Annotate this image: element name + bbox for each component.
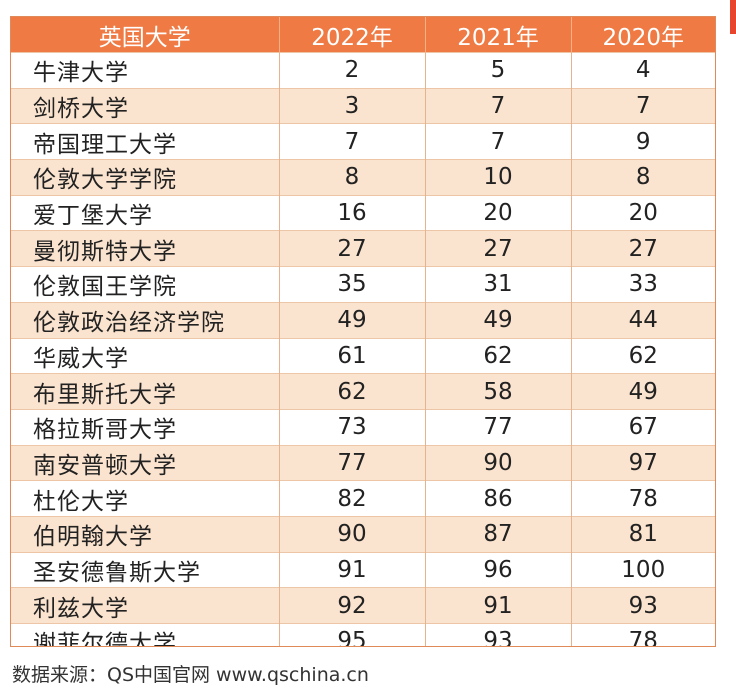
rank-2022-cell: 16 <box>279 194 426 231</box>
university-name-cell: 布里斯托大学 <box>11 373 280 410</box>
table-row: 格拉斯哥大学 73 77 67 <box>11 408 715 446</box>
table-row: 曼彻斯特大学 27 27 27 <box>11 230 715 267</box>
table-row: 牛津大学 2 5 4 <box>11 52 715 89</box>
rank-2021-cell: 31 <box>425 266 572 303</box>
rank-2020-cell: 78 <box>571 622 715 646</box>
rank-2022-cell: 49 <box>279 301 426 338</box>
university-name-cell: 利兹大学 <box>11 587 280 624</box>
header-2022: 2022年 <box>279 17 426 53</box>
rank-2021-cell: 93 <box>425 622 572 646</box>
rank-2022-cell: 90 <box>279 515 426 553</box>
rank-2021-cell: 62 <box>425 337 572 374</box>
rank-2021-cell: 86 <box>425 480 572 517</box>
rank-2021-cell: 49 <box>425 301 572 338</box>
table-row: 圣安德鲁斯大学 91 96 100 <box>11 551 715 588</box>
university-name-cell: 剑桥大学 <box>11 87 280 124</box>
rank-2020-cell: 67 <box>571 408 715 446</box>
rank-2021-cell: 5 <box>425 52 572 89</box>
rank-2020-cell: 44 <box>571 301 715 338</box>
table-row: 杜伦大学 82 86 78 <box>11 480 715 517</box>
table-row: 南安普顿大学 77 90 97 <box>11 444 715 481</box>
ranking-table-container: 英国大学 2022年 2021年 2020年 牛津大学 2 5 4 剑桥大学 3 7 7 帝国理… <box>10 16 716 647</box>
table-row: 帝国理工大学 7 7 9 <box>11 123 715 160</box>
rank-2020-cell: 93 <box>571 587 715 624</box>
table-row: 伦敦国王学院 35 31 33 <box>11 266 715 303</box>
rank-2021-cell: 90 <box>425 444 572 481</box>
rank-2021-cell: 77 <box>425 408 572 446</box>
table-body: 牛津大学 2 5 4 剑桥大学 3 7 7 帝国理工大学 7 7 9 伦敦大学学院 8 10 8 爱丁堡大学 16… <box>11 52 715 646</box>
rank-2022-cell: 82 <box>279 480 426 517</box>
rank-2020-cell: 7 <box>571 87 715 124</box>
rank-2022-cell: 7 <box>279 123 426 160</box>
table-row: 伯明翰大学 90 87 81 <box>11 515 715 553</box>
table-row: 伦敦大学学院 8 10 8 <box>11 159 715 196</box>
rank-2020-cell: 81 <box>571 515 715 553</box>
rank-2020-cell: 100 <box>571 551 715 588</box>
rank-2020-cell: 62 <box>571 337 715 374</box>
rank-2022-cell: 77 <box>279 444 426 481</box>
ranking-table: 英国大学 2022年 2021年 2020年 牛津大学 2 5 4 剑桥大学 3 7 7 帝国理… <box>11 17 715 646</box>
university-name-cell: 格拉斯哥大学 <box>11 408 280 446</box>
rank-2021-cell: 20 <box>425 194 572 231</box>
rank-2022-cell: 62 <box>279 373 426 410</box>
table-row: 利兹大学 92 91 93 <box>11 587 715 624</box>
rank-2021-cell: 27 <box>425 230 572 267</box>
rank-2020-cell: 97 <box>571 444 715 481</box>
university-name-cell: 伦敦大学学院 <box>11 159 280 196</box>
rank-2020-cell: 27 <box>571 230 715 267</box>
header-2020: 2020年 <box>571 17 715 53</box>
source-note: 数据来源：QS中国官网 www.qschina.cn <box>12 664 369 686</box>
university-name-cell: 谢菲尔德大学 <box>11 622 280 646</box>
rank-2021-cell: 7 <box>425 87 572 124</box>
rank-2020-cell: 4 <box>571 52 715 89</box>
table-row: 伦敦政治经济学院 49 49 44 <box>11 301 715 338</box>
university-name-cell: 华威大学 <box>11 337 280 374</box>
table-row: 华威大学 61 62 62 <box>11 337 715 374</box>
table-row: 谢菲尔德大学 95 93 78 <box>11 622 715 646</box>
rank-2021-cell: 7 <box>425 123 572 160</box>
university-name-cell: 伦敦国王学院 <box>11 266 280 303</box>
university-name-cell: 伯明翰大学 <box>11 515 280 553</box>
rank-2022-cell: 91 <box>279 551 426 588</box>
table-row: 爱丁堡大学 16 20 20 <box>11 194 715 231</box>
table-row: 布里斯托大学 62 58 49 <box>11 373 715 410</box>
table-header-row: 英国大学 2022年 2021年 2020年 <box>11 17 715 53</box>
university-name-cell: 南安普顿大学 <box>11 444 280 481</box>
rank-2022-cell: 8 <box>279 159 426 196</box>
rank-2022-cell: 35 <box>279 266 426 303</box>
rank-2022-cell: 73 <box>279 408 426 446</box>
rank-2020-cell: 33 <box>571 266 715 303</box>
rank-2021-cell: 87 <box>425 515 572 553</box>
rank-2022-cell: 3 <box>279 87 426 124</box>
university-name-cell: 帝国理工大学 <box>11 123 280 160</box>
rank-2022-cell: 92 <box>279 587 426 624</box>
rank-2022-cell: 2 <box>279 52 426 89</box>
rank-2020-cell: 78 <box>571 480 715 517</box>
rank-2022-cell: 95 <box>279 622 426 646</box>
rank-2021-cell: 58 <box>425 373 572 410</box>
rank-2022-cell: 61 <box>279 337 426 374</box>
university-name-cell: 杜伦大学 <box>11 480 280 517</box>
university-name-cell: 爱丁堡大学 <box>11 194 280 231</box>
rank-2020-cell: 49 <box>571 373 715 410</box>
accent-bar <box>730 0 736 34</box>
rank-2022-cell: 27 <box>279 230 426 267</box>
rank-2021-cell: 91 <box>425 587 572 624</box>
university-name-cell: 伦敦政治经济学院 <box>11 301 280 338</box>
university-name-cell: 圣安德鲁斯大学 <box>11 551 280 588</box>
header-2021: 2021年 <box>425 17 572 53</box>
rank-2020-cell: 20 <box>571 194 715 231</box>
university-name-cell: 曼彻斯特大学 <box>11 230 280 267</box>
rank-2021-cell: 10 <box>425 159 572 196</box>
university-name-cell: 牛津大学 <box>11 52 280 89</box>
rank-2021-cell: 96 <box>425 551 572 588</box>
header-university: 英国大学 <box>11 17 280 53</box>
table-row: 剑桥大学 3 7 7 <box>11 87 715 124</box>
rank-2020-cell: 8 <box>571 159 715 196</box>
rank-2020-cell: 9 <box>571 123 715 160</box>
